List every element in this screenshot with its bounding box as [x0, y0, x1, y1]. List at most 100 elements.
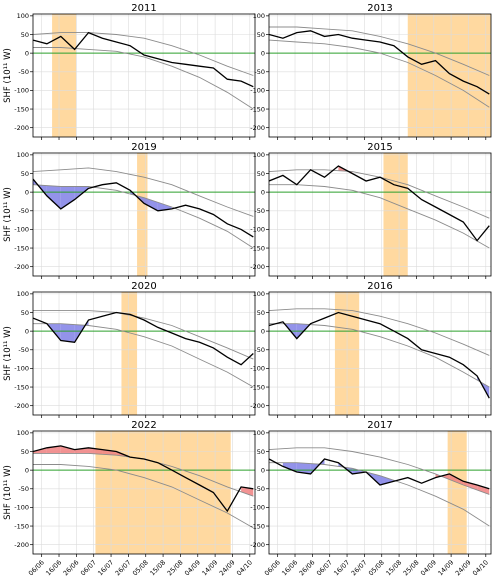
y-tick-label: -50 [254, 485, 265, 493]
plot-frame [268, 291, 492, 416]
y-tick-label: 50 [21, 448, 29, 456]
panel-2022: 2022 100 50 0 -50 -100 -150 -200 06/0616/0626/06… [3, 420, 256, 578]
x-tick-label: 26/07 [114, 559, 133, 578]
highlight-span [383, 153, 408, 276]
y-axis-label: SHF (10¹¹ W) [3, 187, 13, 242]
series-line-observed [269, 30, 490, 95]
x-tick-label: 16/07 [332, 559, 351, 578]
panel-title: 2013 [367, 3, 392, 14]
y-tick-label: -150 [14, 244, 29, 252]
panel-title: 2015 [367, 142, 392, 153]
highlight-span [121, 292, 138, 415]
y-tick-label: -50 [18, 485, 29, 493]
series-line-climatology-lower [33, 323, 254, 388]
panel-2016: 2016 100 50 0 -50 -100 -150 -200 [250, 281, 492, 418]
anomaly-fill-above [60, 445, 75, 454]
panel-title: 2017 [367, 420, 392, 431]
highlight-span [407, 14, 491, 137]
highlight-span [137, 153, 148, 276]
y-tick-label: -100 [250, 87, 265, 95]
y-tick-label: -200 [250, 124, 265, 132]
anomaly-fill-above [477, 485, 490, 495]
x-tick-label: 05/08 [367, 559, 386, 578]
y-tick-label: 100 [253, 12, 265, 20]
x-tick-label: 06/07 [79, 559, 98, 578]
y-tick-label: 0 [25, 466, 29, 474]
plot-area [33, 431, 255, 554]
y-tick-label: -50 [18, 346, 29, 354]
x-tick-label: 16/06 [44, 559, 63, 578]
x-tick-label: 26/07 [350, 559, 369, 578]
plot-frame [32, 13, 256, 138]
x-tick-label: 14/09 [436, 559, 455, 578]
plot-frame [32, 152, 256, 277]
panel-title: 2016 [367, 281, 392, 292]
y-tick-label: -50 [254, 346, 265, 354]
y-tick-label: 100 [253, 429, 265, 437]
series-line-climatology-upper [269, 26, 490, 76]
y-tick-label: 100 [253, 290, 265, 298]
series-line-observed [269, 458, 490, 490]
y-tick-label: -150 [250, 522, 265, 530]
x-tick-label: 25/08 [166, 559, 185, 578]
y-axis-label: SHF (10¹¹ W) [3, 465, 13, 520]
plot-frame [268, 152, 492, 277]
plot-frame [268, 430, 492, 555]
x-tick-label: 06/06 [263, 559, 282, 578]
x-tick-label: 16/07 [96, 559, 115, 578]
anomaly-fill-below [60, 323, 75, 343]
y-tick-label: 50 [21, 31, 29, 39]
y-tick-label: -100 [250, 365, 265, 373]
x-tick-label: 16/06 [280, 559, 299, 578]
y-tick-label: 0 [261, 327, 265, 335]
panel-title: 2019 [131, 142, 156, 153]
plot-area [33, 14, 255, 137]
y-tick-label: 50 [257, 448, 265, 456]
y-tick-label: -100 [14, 365, 29, 373]
y-tick-label: 100 [17, 290, 29, 298]
y-tick-label: 50 [21, 309, 29, 317]
anomaly-fill-below [296, 462, 311, 474]
panel-2017: 2017 100 50 0 -50 -100 -150 -200 06/0616/0626/06… [250, 420, 492, 578]
highlight-span [447, 431, 467, 554]
series-line-climatology-lower [269, 184, 490, 249]
y-tick-label: -150 [250, 105, 265, 113]
series-line-climatology-lower [33, 464, 254, 529]
x-tick-label: 26/06 [298, 559, 317, 578]
y-tick-label: 50 [257, 170, 265, 178]
series-line-observed [269, 311, 490, 399]
plot-frame [32, 430, 256, 555]
series-line-observed [33, 445, 254, 513]
plot-frame [268, 13, 492, 138]
x-tick-label: 06/06 [27, 559, 46, 578]
series-line-climatology-upper [269, 447, 490, 495]
y-axis-label: SHF (10¹¹ W) [3, 48, 13, 103]
anomaly-fill-above [463, 481, 478, 491]
series-line-climatology-lower [33, 184, 254, 249]
panel-title: 2020 [131, 281, 156, 292]
series-line-observed [33, 178, 254, 238]
y-tick-label: 0 [25, 327, 29, 335]
y-tick-label: -200 [14, 263, 29, 271]
series-line-climatology-lower [269, 462, 490, 527]
y-tick-label: 100 [17, 429, 29, 437]
y-tick-label: -200 [14, 541, 29, 549]
plot-area [269, 431, 491, 554]
y-tick-label: 50 [257, 31, 265, 39]
y-tick-label: -200 [250, 263, 265, 271]
panel-title: 2011 [131, 3, 156, 14]
anomaly-fill-below [60, 186, 75, 209]
y-tick-label: -50 [18, 68, 29, 76]
x-tick-label: 24/09 [454, 559, 473, 578]
y-tick-label: -100 [250, 504, 265, 512]
plot-area [269, 292, 491, 415]
y-tick-label: 0 [261, 49, 265, 57]
y-tick-label: 0 [261, 188, 265, 196]
series-line-climatology-lower [269, 39, 490, 108]
y-tick-label: -150 [250, 383, 265, 391]
series-line-climatology-upper [33, 32, 254, 76]
anomaly-fill-below [157, 202, 172, 211]
y-tick-label: 0 [25, 49, 29, 57]
y-tick-label: -200 [250, 402, 265, 410]
y-tick-label: -100 [14, 504, 29, 512]
